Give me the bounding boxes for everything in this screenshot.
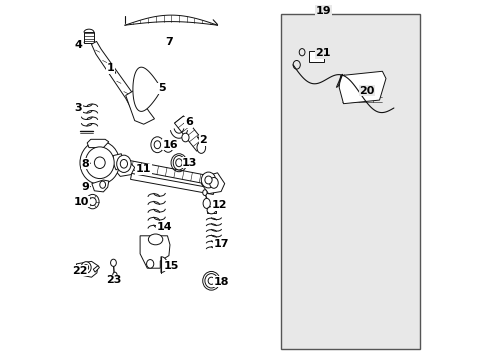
Text: 6: 6 — [184, 117, 192, 127]
Ellipse shape — [86, 194, 99, 209]
Text: 9: 9 — [81, 182, 89, 192]
Text: 14: 14 — [157, 222, 172, 232]
Polygon shape — [174, 116, 205, 151]
Text: 12: 12 — [211, 200, 226, 210]
Ellipse shape — [165, 144, 170, 149]
Ellipse shape — [203, 198, 210, 208]
Polygon shape — [114, 160, 134, 176]
Polygon shape — [93, 266, 99, 272]
Ellipse shape — [83, 265, 88, 270]
Ellipse shape — [154, 141, 160, 149]
Polygon shape — [87, 139, 108, 148]
Polygon shape — [130, 174, 214, 194]
Polygon shape — [91, 41, 146, 120]
Text: 11: 11 — [136, 164, 151, 174]
Ellipse shape — [197, 142, 205, 153]
Text: 8: 8 — [81, 159, 89, 169]
Ellipse shape — [117, 155, 131, 172]
FancyBboxPatch shape — [281, 14, 419, 349]
Polygon shape — [125, 90, 154, 124]
Polygon shape — [140, 236, 170, 268]
Polygon shape — [339, 71, 385, 104]
Ellipse shape — [100, 181, 105, 188]
Ellipse shape — [206, 207, 215, 214]
Ellipse shape — [120, 159, 127, 168]
Ellipse shape — [208, 277, 214, 284]
Ellipse shape — [201, 172, 215, 188]
Text: 2: 2 — [199, 135, 206, 145]
Ellipse shape — [94, 157, 105, 168]
Text: 3: 3 — [74, 103, 82, 113]
Text: 13: 13 — [182, 158, 197, 168]
Ellipse shape — [209, 177, 218, 188]
Polygon shape — [161, 257, 167, 273]
Polygon shape — [133, 67, 160, 111]
Polygon shape — [92, 180, 108, 192]
Bar — [84, 32, 94, 43]
Text: 17: 17 — [213, 239, 228, 249]
Polygon shape — [112, 154, 122, 170]
Text: 21: 21 — [315, 48, 330, 58]
Ellipse shape — [173, 156, 184, 170]
Ellipse shape — [81, 262, 91, 273]
Ellipse shape — [110, 259, 116, 266]
Ellipse shape — [163, 141, 173, 152]
Text: 1: 1 — [106, 63, 114, 73]
Text: 22: 22 — [72, 266, 87, 276]
Text: 4: 4 — [74, 40, 82, 50]
Ellipse shape — [204, 176, 212, 184]
Polygon shape — [201, 173, 224, 194]
Text: 7: 7 — [164, 37, 172, 48]
Ellipse shape — [113, 272, 117, 278]
Bar — [308, 51, 324, 62]
Bar — [206, 207, 215, 213]
Text: 20: 20 — [359, 86, 374, 96]
Ellipse shape — [182, 133, 189, 142]
Text: 19: 19 — [315, 6, 331, 16]
Text: 5: 5 — [158, 83, 165, 93]
Ellipse shape — [146, 260, 153, 268]
Text: 10: 10 — [74, 197, 89, 207]
Ellipse shape — [203, 190, 206, 195]
Ellipse shape — [175, 159, 182, 167]
Text: 18: 18 — [213, 276, 228, 287]
Ellipse shape — [85, 147, 114, 179]
Ellipse shape — [89, 198, 96, 206]
Ellipse shape — [204, 274, 218, 288]
Polygon shape — [123, 159, 209, 184]
Ellipse shape — [80, 141, 120, 184]
Text: 15: 15 — [164, 261, 179, 271]
Polygon shape — [76, 261, 98, 277]
Text: 23: 23 — [106, 275, 122, 285]
Ellipse shape — [148, 234, 163, 245]
Text: 16: 16 — [163, 140, 178, 150]
Polygon shape — [336, 74, 342, 87]
Ellipse shape — [151, 137, 163, 153]
